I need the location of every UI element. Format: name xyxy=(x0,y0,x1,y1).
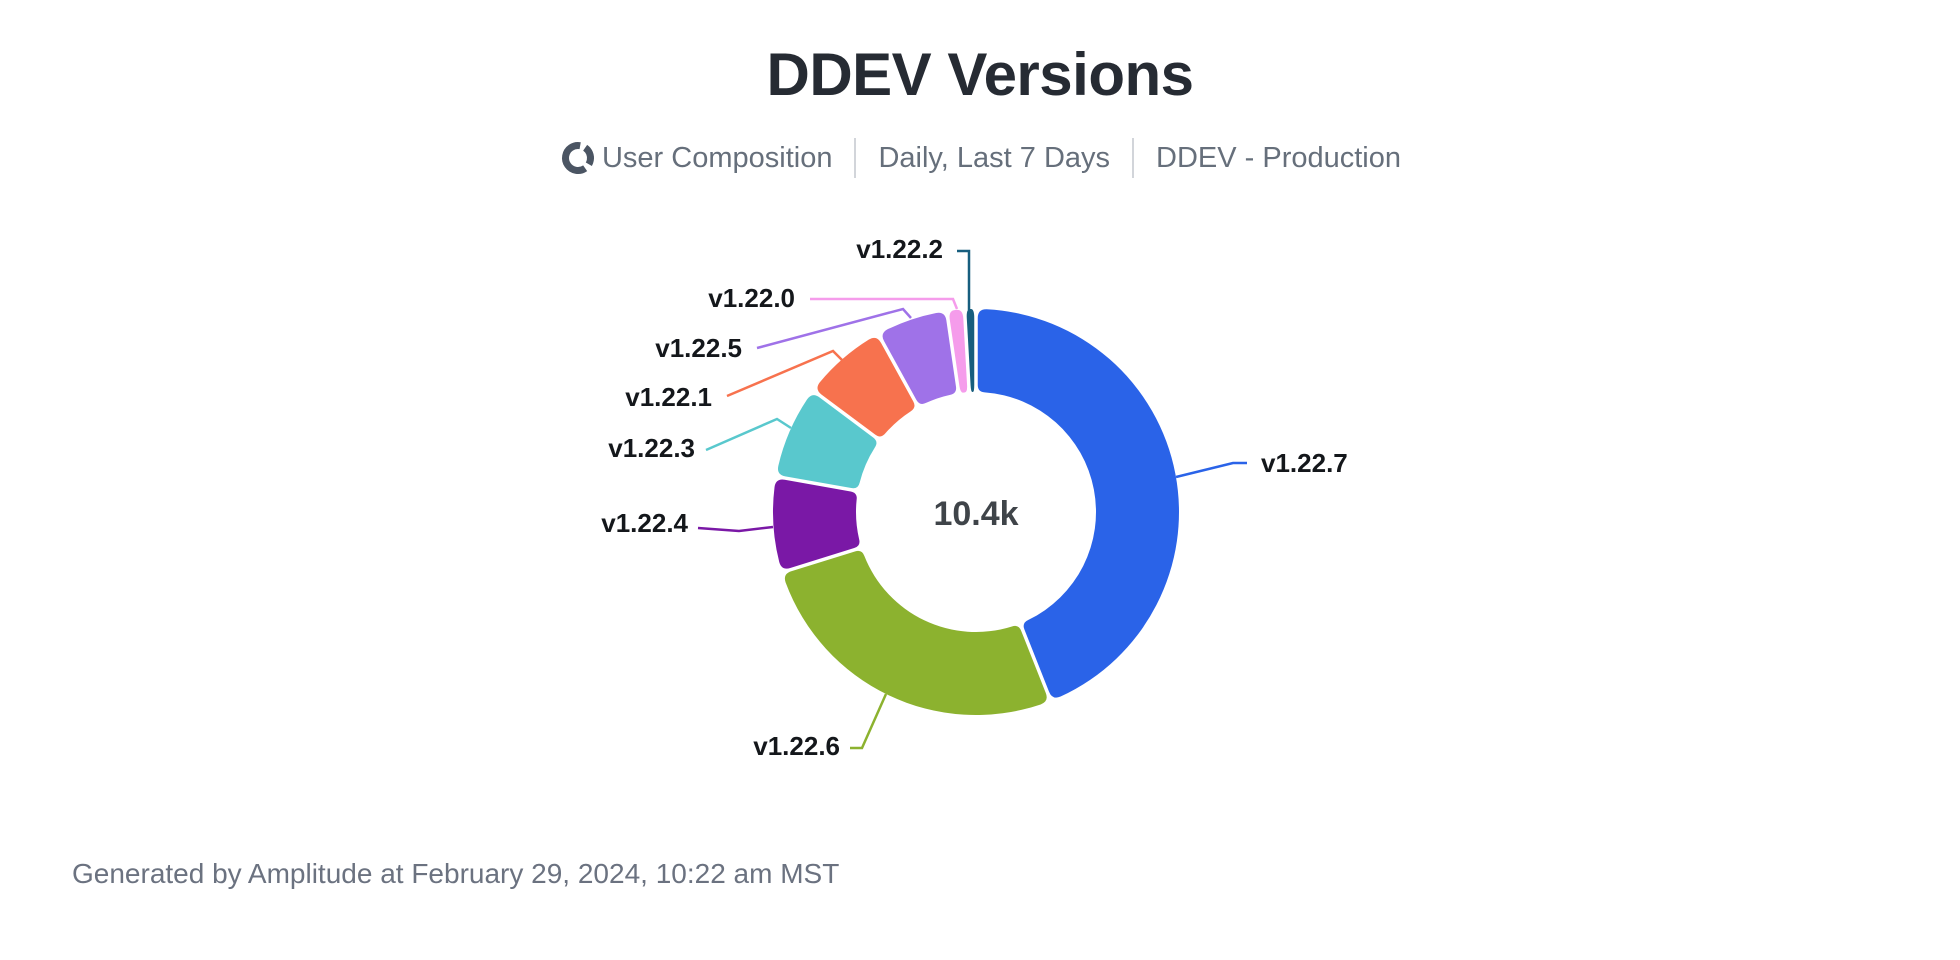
slice-label-v1.22.6: v1.22.6 xyxy=(753,731,840,761)
donut-chart-icon xyxy=(559,139,597,177)
chart-meta-row: User Composition Daily, Last 7 Days DDEV… xyxy=(0,138,1960,178)
leader-line-v1.22.6 xyxy=(850,693,888,750)
leader-line-v1.22.4 xyxy=(697,525,774,533)
slice-label-v1.22.3: v1.22.3 xyxy=(608,433,695,463)
donut-slice-v1.22.3[interactable] xyxy=(777,395,877,489)
slice-label-v1.22.0: v1.22.0 xyxy=(708,283,795,313)
leader-line-v1.22.5 xyxy=(756,307,912,350)
donut-slice-v1.22.2[interactable] xyxy=(966,309,975,393)
slice-label-v1.22.4: v1.22.4 xyxy=(601,508,688,538)
leader-line-v1.22.2 xyxy=(957,249,971,310)
donut-center-total: 10.4k xyxy=(933,495,1018,533)
slice-label-v1.22.1: v1.22.1 xyxy=(625,382,712,412)
donut-slice-v1.22.0[interactable] xyxy=(949,309,968,393)
leader-line-v1.22.0 xyxy=(810,297,959,310)
slice-label-v1.22.5: v1.22.5 xyxy=(655,333,742,363)
date-range-label: Daily, Last 7 Days xyxy=(878,141,1111,174)
donut-slice-v1.22.1[interactable] xyxy=(817,337,915,437)
slice-label-v1.22.7: v1.22.7 xyxy=(1261,448,1348,478)
leader-line-v1.22.1 xyxy=(726,349,844,398)
meta-divider xyxy=(854,138,857,178)
donut-slice-v1.22.6[interactable] xyxy=(784,550,1047,716)
donut-slice-v1.22.5[interactable] xyxy=(882,312,957,404)
chart-type-label: User Composition xyxy=(601,141,833,174)
leader-line-v1.22.7 xyxy=(1175,461,1247,479)
slice-label-v1.22.2: v1.22.2 xyxy=(856,234,943,264)
donut-slice-v1.22.4[interactable] xyxy=(772,479,860,569)
meta-divider xyxy=(1132,138,1135,178)
project-label: DDEV - Production xyxy=(1156,141,1402,174)
page-title: DDEV Versions xyxy=(766,41,1194,108)
generated-by-note: Generated by Amplitude at February 29, 2… xyxy=(72,858,840,889)
donut-slice-v1.22.7[interactable] xyxy=(977,309,1179,698)
leader-line-v1.22.3 xyxy=(705,417,792,452)
